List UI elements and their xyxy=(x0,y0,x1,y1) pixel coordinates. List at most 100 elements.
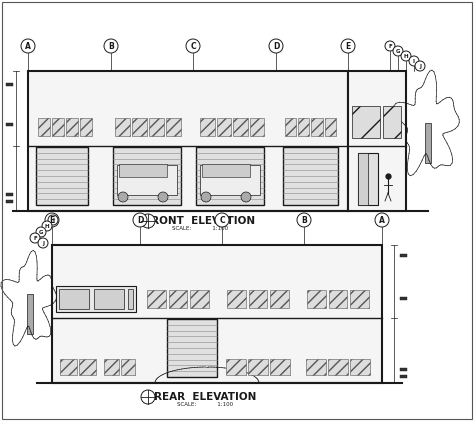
Bar xyxy=(227,290,246,308)
Bar xyxy=(104,359,118,375)
Text: E: E xyxy=(49,216,55,224)
Bar xyxy=(52,118,64,136)
Bar xyxy=(383,106,401,138)
Bar xyxy=(59,289,89,309)
Bar xyxy=(298,118,310,136)
Text: REAR  ELEVATION: REAR ELEVATION xyxy=(154,392,256,402)
Circle shape xyxy=(385,41,395,51)
Bar xyxy=(60,359,77,375)
Bar xyxy=(80,118,92,136)
Bar xyxy=(120,359,135,375)
Circle shape xyxy=(269,39,283,53)
Bar xyxy=(285,118,296,136)
Bar xyxy=(202,164,250,177)
Circle shape xyxy=(42,221,52,231)
Text: D: D xyxy=(273,42,279,51)
Circle shape xyxy=(48,215,58,225)
Circle shape xyxy=(118,192,128,202)
Bar xyxy=(6,200,13,203)
Circle shape xyxy=(186,39,200,53)
Bar xyxy=(283,147,338,205)
Text: SCALE:            1:100: SCALE: 1:100 xyxy=(172,226,228,231)
Circle shape xyxy=(45,213,59,227)
Bar xyxy=(94,289,124,309)
Bar xyxy=(217,118,231,136)
Bar xyxy=(233,118,247,136)
Bar xyxy=(191,290,209,308)
Bar xyxy=(400,254,407,257)
Bar xyxy=(425,123,431,163)
Circle shape xyxy=(393,46,403,56)
Bar xyxy=(328,359,348,375)
Bar xyxy=(36,147,88,205)
Circle shape xyxy=(141,390,155,404)
Text: J: J xyxy=(42,240,44,245)
Bar xyxy=(6,83,13,86)
Text: G: G xyxy=(396,48,400,53)
Text: F: F xyxy=(33,235,37,240)
Bar xyxy=(400,297,407,300)
Bar xyxy=(149,118,164,136)
Bar xyxy=(128,289,133,309)
Circle shape xyxy=(38,238,48,248)
Bar xyxy=(350,359,370,375)
Circle shape xyxy=(141,214,155,228)
Text: A: A xyxy=(379,216,385,224)
Bar xyxy=(132,118,147,136)
Bar xyxy=(306,359,326,375)
Bar xyxy=(167,319,217,377)
Bar xyxy=(79,359,96,375)
Circle shape xyxy=(104,39,118,53)
Circle shape xyxy=(409,56,419,66)
Text: FRONT  ELEVATION: FRONT ELEVATION xyxy=(145,216,255,226)
Text: H: H xyxy=(45,224,49,229)
Bar xyxy=(169,290,187,308)
Bar xyxy=(249,290,267,308)
Bar xyxy=(200,165,260,195)
Bar xyxy=(226,359,246,375)
Bar xyxy=(66,118,78,136)
Circle shape xyxy=(158,192,168,202)
Circle shape xyxy=(30,233,40,243)
Circle shape xyxy=(297,213,311,227)
Bar xyxy=(248,359,268,375)
Text: G: G xyxy=(39,229,43,234)
Bar xyxy=(196,147,264,205)
Bar xyxy=(28,71,348,211)
Text: F: F xyxy=(388,43,392,48)
Circle shape xyxy=(215,213,229,227)
Bar xyxy=(358,153,368,205)
Text: C: C xyxy=(190,42,196,51)
Bar xyxy=(147,290,166,308)
Bar xyxy=(307,290,326,308)
Circle shape xyxy=(341,39,355,53)
Bar xyxy=(27,294,33,334)
Bar xyxy=(38,118,50,136)
Text: C: C xyxy=(219,216,225,224)
Circle shape xyxy=(133,213,147,227)
Text: B: B xyxy=(301,216,307,224)
Bar xyxy=(166,118,181,136)
Bar xyxy=(348,71,406,211)
Circle shape xyxy=(21,39,35,53)
Text: H: H xyxy=(404,53,408,59)
Text: J: J xyxy=(419,64,421,69)
Text: I: I xyxy=(413,59,415,64)
Bar xyxy=(113,147,181,205)
Text: B: B xyxy=(108,42,114,51)
Bar xyxy=(119,164,167,177)
Text: E: E xyxy=(346,42,351,51)
Bar xyxy=(6,193,13,196)
Circle shape xyxy=(241,192,251,202)
Circle shape xyxy=(201,192,211,202)
Bar xyxy=(249,118,264,136)
Text: D: D xyxy=(137,216,143,224)
Bar xyxy=(52,245,382,383)
Text: I: I xyxy=(52,218,54,223)
Text: SCALE:            1:100: SCALE: 1:100 xyxy=(177,402,233,407)
Bar xyxy=(311,118,323,136)
Circle shape xyxy=(375,213,389,227)
Bar xyxy=(117,165,177,195)
Bar xyxy=(200,118,215,136)
Bar xyxy=(6,123,13,126)
